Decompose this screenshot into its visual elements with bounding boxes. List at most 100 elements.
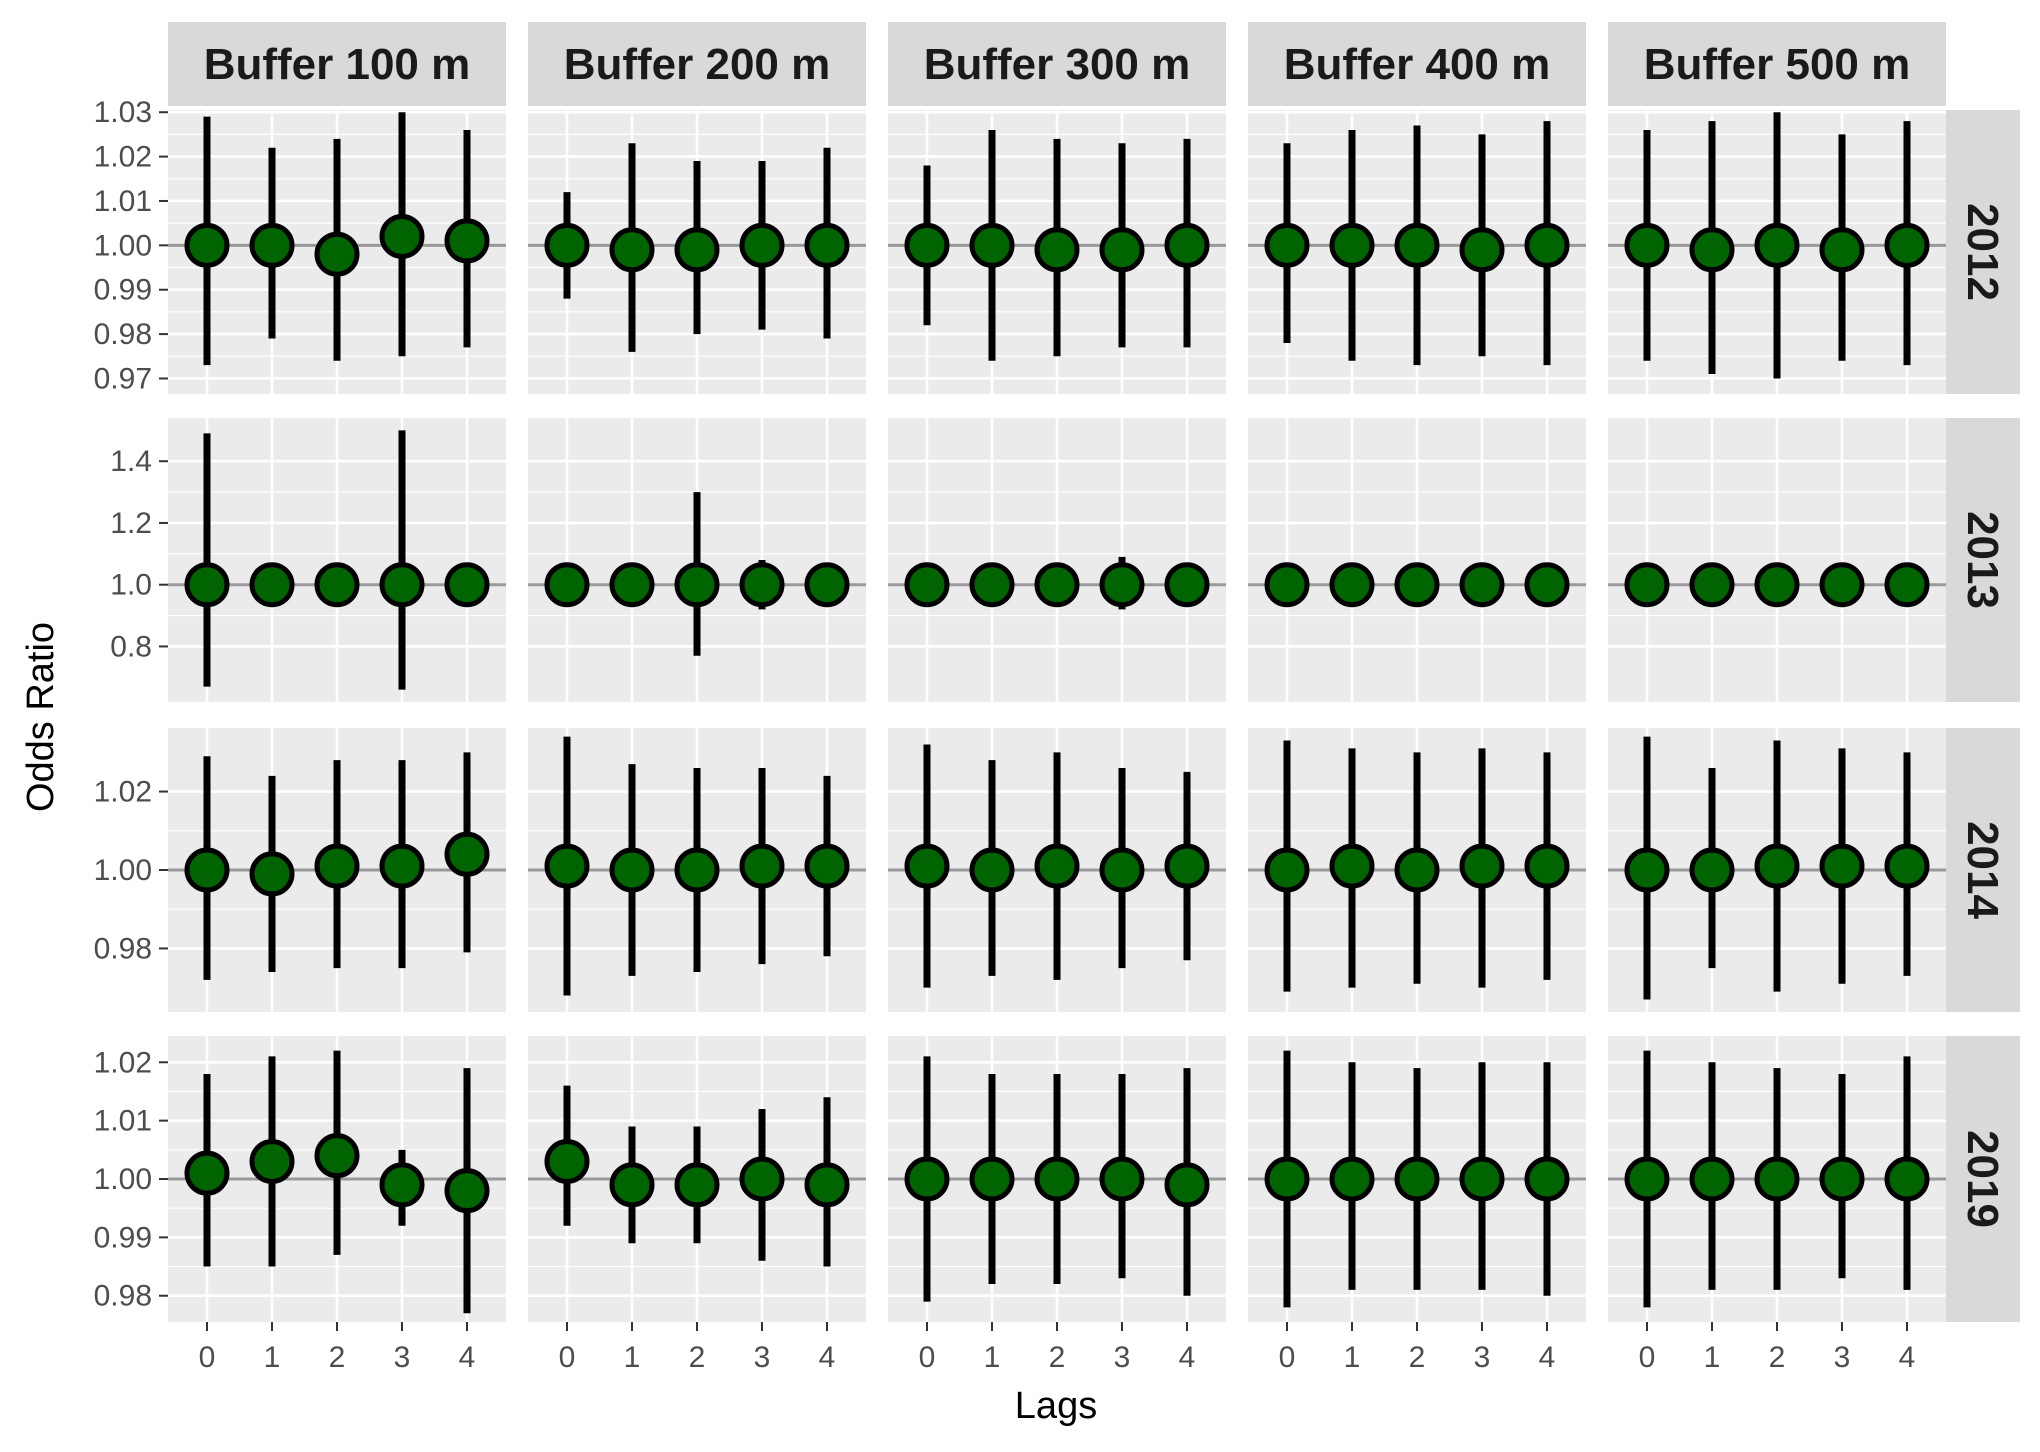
odds-ratio-point: [969, 222, 1015, 268]
x-tick-label: 2: [689, 1341, 706, 1374]
odds-ratio-point: [1164, 1162, 1210, 1208]
x-tick-label: 1: [1344, 1341, 1361, 1374]
odds-ratio-point: [1264, 847, 1310, 893]
x-tick-label: 3: [1114, 1341, 1131, 1374]
odds-ratio-point: [314, 843, 360, 889]
y-axis-title: Odds Ratio: [20, 622, 62, 812]
panel: [1608, 110, 1946, 394]
y-tick-label: 0.98: [94, 318, 152, 351]
odds-ratio-point: [184, 222, 230, 268]
panel: [168, 728, 506, 1012]
odds-ratio-point: [1884, 222, 1930, 268]
odds-ratio-point: [1459, 843, 1505, 889]
odds-ratio-point: [379, 843, 425, 889]
x-tick-label: 4: [819, 1341, 836, 1374]
odds-ratio-point: [1394, 1156, 1440, 1202]
y-tick-label: 1.02: [94, 776, 152, 809]
odds-ratio-point: [444, 831, 490, 877]
odds-ratio-point: [1459, 562, 1505, 608]
odds-ratio-point: [444, 1168, 490, 1214]
odds-ratio-point: [314, 1133, 360, 1179]
odds-ratio-point: [444, 218, 490, 264]
odds-ratio-point: [1099, 847, 1145, 893]
odds-ratio-point: [379, 562, 425, 608]
panel: [888, 418, 1226, 702]
y-tick-label: 1.00: [94, 854, 152, 887]
panel: [1248, 110, 1586, 394]
row-strip-label: 2012: [1958, 203, 2007, 301]
odds-ratio-point: [544, 1138, 590, 1184]
y-tick-label: 1.02: [94, 1046, 152, 1079]
odds-ratio-point: [1264, 222, 1310, 268]
odds-ratio-point: [609, 1162, 655, 1208]
odds-ratio-point: [1164, 222, 1210, 268]
x-axis-title: Lags: [1015, 1385, 1097, 1427]
y-tick-label: 1.02: [94, 141, 152, 174]
y-tick-label: 0.8: [110, 630, 152, 663]
x-tick-label: 1: [624, 1341, 641, 1374]
x-tick-label: 0: [1639, 1341, 1656, 1374]
odds-ratio-point: [904, 562, 950, 608]
odds-ratio-point: [1394, 847, 1440, 893]
odds-ratio-point: [1689, 562, 1735, 608]
x-tick-label: 2: [329, 1341, 346, 1374]
panel: [1608, 728, 1946, 1012]
x-tick-label: 1: [264, 1341, 281, 1374]
odds-ratio-point: [904, 1156, 950, 1202]
odds-ratio-point: [1754, 1156, 1800, 1202]
odds-ratio-point: [609, 227, 655, 273]
odds-ratio-point: [1524, 562, 1570, 608]
y-tick-label: 1.00: [94, 1163, 152, 1196]
odds-ratio-point: [1819, 1156, 1865, 1202]
odds-ratio-point: [804, 1162, 850, 1208]
y-tick-label: 1.03: [94, 96, 152, 129]
odds-ratio-point: [1394, 562, 1440, 608]
odds-ratio-point: [1164, 843, 1210, 889]
x-tick-label: 4: [1539, 1341, 1556, 1374]
y-tick-label: 0.97: [94, 362, 152, 395]
panel: [528, 1036, 866, 1322]
odds-ratio-point: [1034, 1156, 1080, 1202]
odds-ratio-point: [1689, 227, 1735, 273]
column-strip: [888, 22, 1226, 106]
panel: [1608, 1036, 1946, 1322]
odds-ratio-point: [904, 222, 950, 268]
odds-ratio-point: [249, 222, 295, 268]
odds-ratio-point: [1459, 227, 1505, 273]
odds-ratio-point: [1329, 222, 1375, 268]
odds-ratio-point: [1034, 227, 1080, 273]
odds-ratio-point: [379, 1162, 425, 1208]
x-tick-label: 1: [1704, 1341, 1721, 1374]
odds-ratio-point: [444, 562, 490, 608]
odds-ratio-point: [1689, 847, 1735, 893]
row-strip: [1944, 1036, 2020, 1322]
odds-ratio-point: [184, 847, 230, 893]
x-tick-label: 0: [559, 1341, 576, 1374]
x-tick-label: 3: [1474, 1341, 1491, 1374]
odds-ratio-point: [1819, 843, 1865, 889]
odds-ratio-point: [1329, 562, 1375, 608]
y-tick-label: 0.99: [94, 274, 152, 307]
odds-ratio-point: [1099, 562, 1145, 608]
column-strip: [1608, 22, 1946, 106]
x-tick-label: 2: [1769, 1341, 1786, 1374]
odds-ratio-point: [184, 1150, 230, 1196]
row-strip: [1944, 728, 2020, 1012]
y-tick-label: 0.98: [94, 932, 152, 965]
odds-ratio-point: [544, 843, 590, 889]
odds-ratio-point: [674, 227, 720, 273]
odds-ratio-point: [674, 1162, 720, 1208]
y-tick-label: 0.99: [94, 1221, 152, 1254]
panel: [168, 418, 506, 702]
column-strip-label: Buffer 100 m: [204, 40, 471, 89]
odds-ratio-point: [1819, 562, 1865, 608]
odds-ratio-point: [1689, 1156, 1735, 1202]
column-strip: [528, 22, 866, 106]
odds-ratio-point: [1264, 562, 1310, 608]
odds-ratio-point: [1034, 843, 1080, 889]
odds-ratio-point: [739, 1156, 785, 1202]
odds-ratio-point: [1624, 562, 1670, 608]
column-strip-label: Buffer 400 m: [1284, 40, 1551, 89]
odds-ratio-point: [1624, 1156, 1670, 1202]
odds-ratio-point: [1754, 843, 1800, 889]
